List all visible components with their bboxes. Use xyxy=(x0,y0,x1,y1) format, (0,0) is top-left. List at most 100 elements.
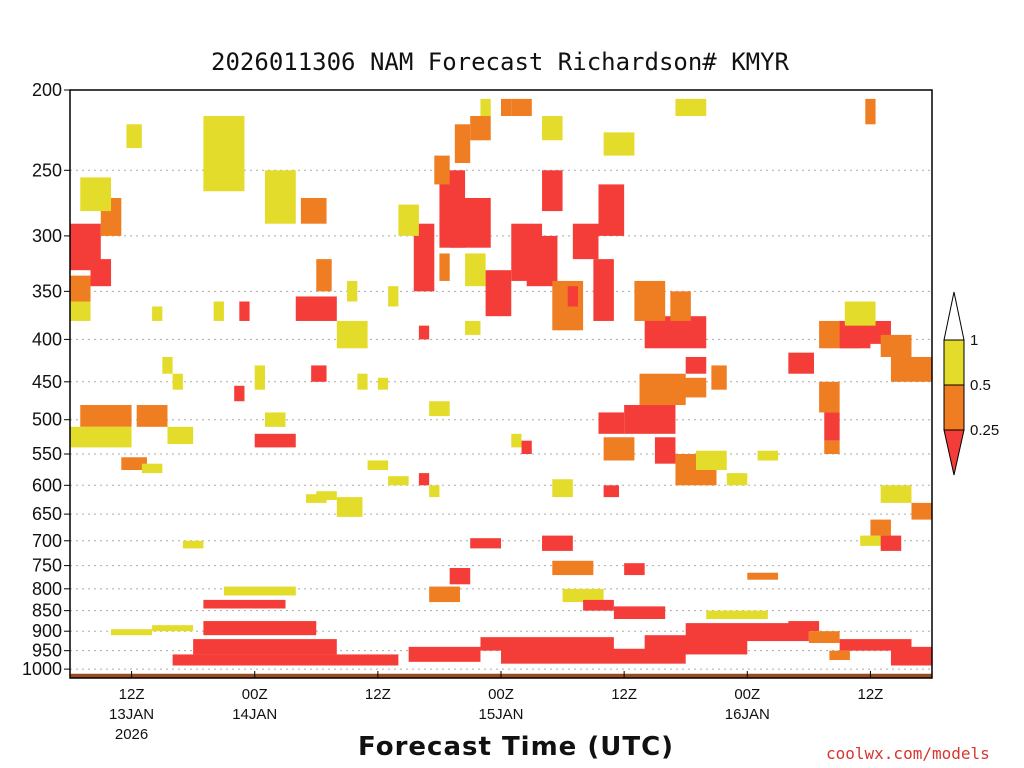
x-axis-label: Forecast Time (UTC) xyxy=(358,732,675,762)
cell-red xyxy=(311,365,327,382)
cell-yellow xyxy=(336,320,368,349)
colorbar-orange xyxy=(943,384,965,431)
cell-yellow xyxy=(264,170,296,224)
colorbar-bottom-arrow xyxy=(943,429,965,476)
y-tick-label-500: 500 xyxy=(32,410,62,430)
cell-yellow xyxy=(429,485,440,498)
cell-yellow xyxy=(726,473,748,486)
cell-orange xyxy=(747,572,779,580)
x-tick-date: 16JAN xyxy=(725,706,770,723)
chart-title: 2026011306 NAM Forecast Richardson# KMYR xyxy=(211,48,789,76)
cell-orange xyxy=(316,259,332,292)
cell-yellow xyxy=(367,460,389,470)
cell-orange xyxy=(300,197,327,224)
cell-orange xyxy=(711,365,727,390)
y-tick-label-1000: 1000 xyxy=(22,659,62,679)
cell-yellow xyxy=(152,306,163,321)
cell-yellow xyxy=(465,253,486,287)
y-tick-label-550: 550 xyxy=(32,444,62,464)
cell-yellow xyxy=(336,497,363,517)
cell-orange xyxy=(501,98,512,117)
y-tick-label-700: 700 xyxy=(32,531,62,551)
cell-yellow xyxy=(213,301,224,321)
cell-yellow xyxy=(480,98,491,117)
cell-yellow xyxy=(203,116,245,192)
y-tick-label-300: 300 xyxy=(32,226,62,246)
x-tick-date: 14JAN xyxy=(232,706,277,723)
x-tick-time: 12Z xyxy=(119,686,145,703)
cell-yellow xyxy=(844,301,876,326)
cell-yellow xyxy=(562,588,604,603)
cell-orange xyxy=(865,98,876,125)
cell-yellow xyxy=(377,377,389,390)
cell-red xyxy=(598,184,625,236)
y-tick-label-650: 650 xyxy=(32,504,62,524)
cell-orange xyxy=(603,437,635,461)
x-tick-time: 00Z xyxy=(242,686,268,703)
cell-yellow xyxy=(398,204,419,236)
cell-orange xyxy=(911,502,932,520)
cell-orange xyxy=(454,124,471,164)
cell-orange xyxy=(634,280,666,321)
y-tick-label-350: 350 xyxy=(32,281,62,301)
cell-red xyxy=(501,648,686,664)
cell-orange xyxy=(121,457,147,470)
x-tick-date: 13JAN xyxy=(109,706,154,723)
cell-yellow xyxy=(223,586,296,596)
colorbar-legend: 1 0.5 0.25 xyxy=(943,291,999,476)
cell-yellow xyxy=(126,124,142,149)
y-tick-label-950: 950 xyxy=(32,641,62,661)
cell-red xyxy=(203,599,286,609)
cell-yellow xyxy=(465,320,481,335)
cell-yellow xyxy=(347,280,358,302)
cell-yellow xyxy=(162,356,173,374)
cell-orange xyxy=(870,519,891,536)
cell-red xyxy=(418,325,430,340)
y-tick-label-450: 450 xyxy=(32,372,62,392)
x-tick-time: 12Z xyxy=(365,686,391,703)
cell-red xyxy=(788,621,820,632)
cell-yellow xyxy=(860,535,891,546)
y-tick-label-250: 250 xyxy=(32,160,62,180)
y-tick-label-200: 200 xyxy=(32,80,62,100)
cell-orange xyxy=(808,631,840,644)
x-tick-year: 2026 xyxy=(115,726,148,743)
cell-yellow xyxy=(254,365,265,390)
y-tick-label-600: 600 xyxy=(32,475,62,495)
cell-yellow xyxy=(172,373,183,390)
cell-orange xyxy=(511,98,532,117)
cell-red xyxy=(526,235,558,287)
cell-red xyxy=(480,637,614,651)
x-tick-time: 12Z xyxy=(857,686,883,703)
cell-orange xyxy=(439,253,450,281)
credit-link[interactable]: coolwx.com/models xyxy=(826,744,990,763)
cell-red xyxy=(593,259,614,321)
cell-yellow xyxy=(880,485,912,503)
cell-red xyxy=(449,567,471,585)
cell-yellow xyxy=(695,450,727,470)
plot-background xyxy=(70,90,932,678)
cell-yellow xyxy=(552,479,573,498)
cell-orange xyxy=(829,650,850,661)
y-tick-label-400: 400 xyxy=(32,329,62,349)
y-tick-label-800: 800 xyxy=(32,579,62,599)
cell-red xyxy=(408,646,481,662)
cell-red xyxy=(521,440,532,454)
cell-yellow xyxy=(111,629,153,636)
y-tick-label-850: 850 xyxy=(32,601,62,621)
cell-orange xyxy=(429,586,460,603)
cell-yellow xyxy=(603,132,635,156)
cell-red xyxy=(295,296,337,321)
cell-yellow xyxy=(80,177,112,212)
cell-red xyxy=(172,654,399,666)
cell-red xyxy=(234,385,245,402)
cell-orange xyxy=(665,377,707,398)
cell-red xyxy=(413,223,435,292)
cell-red xyxy=(603,485,620,498)
cell-red xyxy=(567,286,578,307)
cell-red xyxy=(824,412,840,441)
cell-yellow xyxy=(675,98,707,117)
cell-yellow xyxy=(357,373,368,390)
colorbar-label-0.5: 0.5 xyxy=(970,377,991,394)
cell-red xyxy=(470,538,501,549)
